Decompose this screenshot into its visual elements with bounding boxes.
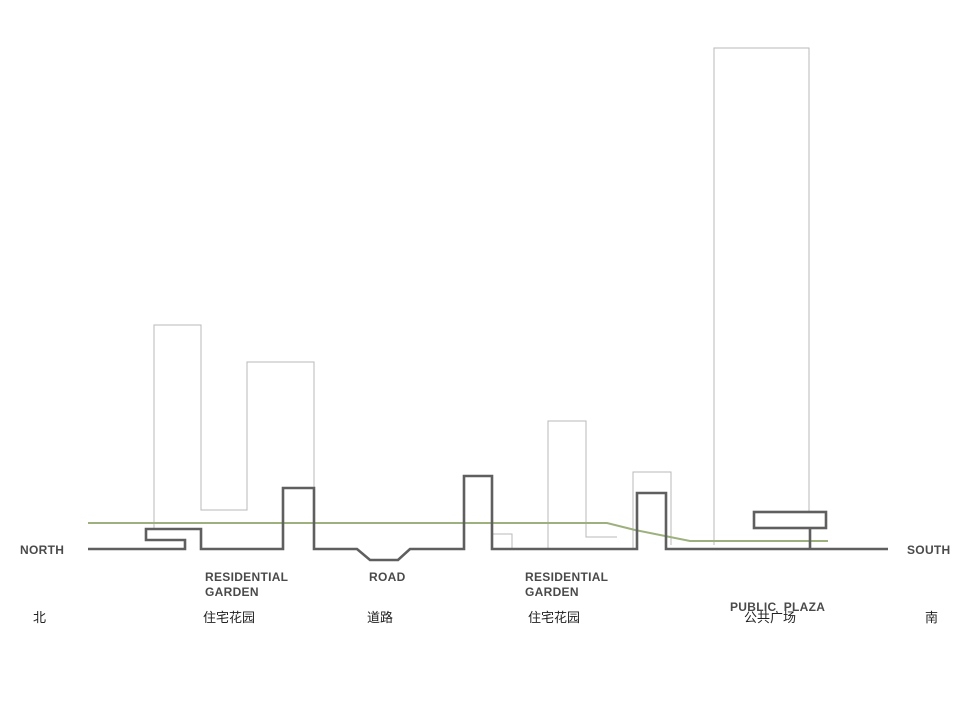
zone-label-line: RESIDENTIAL	[205, 570, 289, 584]
chinese-zone-label-residential-garden-2: 住宅花园	[528, 611, 581, 626]
zone-label-line: GARDEN	[205, 585, 259, 599]
plaza-canopy	[752, 510, 828, 530]
chinese-zone-label-residential-garden-1: 住宅花园	[203, 611, 256, 626]
central-tower-outline	[547, 420, 617, 549]
zone-label-road: ROAD	[369, 570, 406, 585]
chinese-north-label: 北	[33, 611, 47, 626]
ground-profile-line	[88, 474, 888, 562]
zone-label-residential-garden-1: RESIDENTIAL GARDEN	[205, 570, 288, 600]
south-highrise-outline	[713, 47, 810, 545]
pavilion-outline	[492, 533, 513, 549]
zone-label-line: PUBLIC PLAZA	[730, 600, 826, 614]
chinese-south-label: 南	[925, 611, 939, 626]
north-tower-outline	[153, 324, 315, 549]
zone-label-public-plaza: PUBLIC PLAZA	[730, 570, 825, 645]
zone-label-line: RESIDENTIAL	[525, 570, 609, 584]
building-outlines	[153, 47, 810, 549]
zone-label-line: GARDEN	[525, 585, 579, 599]
zone-label-line: ROAD	[369, 570, 406, 584]
chinese-zone-label-road: 道路	[367, 611, 394, 626]
north-label: NORTH	[20, 543, 65, 557]
small-building-outline	[632, 471, 672, 549]
green-level-line	[88, 522, 828, 542]
zone-label-residential-garden-2: RESIDENTIAL GARDEN	[525, 570, 608, 600]
south-label: SOUTH	[907, 543, 951, 557]
chinese-zone-label-public-plaza: 公共广场	[744, 611, 797, 626]
